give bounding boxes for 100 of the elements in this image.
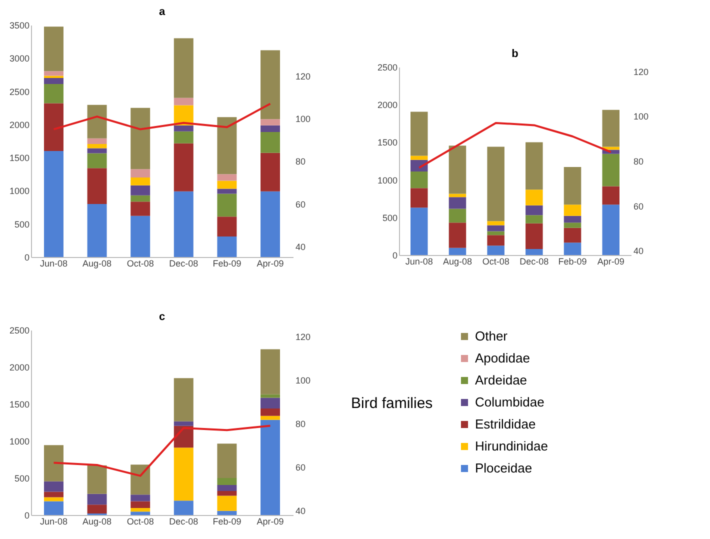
x-tick-label: Jun-08 xyxy=(40,258,68,268)
chart-title: c xyxy=(158,311,166,323)
bar xyxy=(217,216,237,236)
bar xyxy=(260,125,280,132)
bar xyxy=(260,50,280,120)
bar xyxy=(260,132,280,153)
bar xyxy=(448,222,466,248)
x-tick-label: Oct-08 xyxy=(482,256,510,266)
bar xyxy=(174,143,194,192)
bar xyxy=(487,235,504,246)
y2-tick-label: 120 xyxy=(296,332,311,342)
bar xyxy=(44,481,64,492)
bar xyxy=(217,490,237,496)
bar xyxy=(410,156,428,160)
bar xyxy=(174,98,194,106)
bar xyxy=(564,216,582,223)
y2-tick-label: 80 xyxy=(296,419,306,430)
legend-label: Estrildidae xyxy=(475,416,536,432)
legend-title: Bird families xyxy=(351,395,433,412)
y2-tick-label: 100 xyxy=(296,376,311,386)
y-tick-label: 2500 xyxy=(377,62,398,72)
bar xyxy=(217,194,237,217)
bar xyxy=(217,510,237,515)
legend-label: Columbidae xyxy=(475,394,544,410)
bar xyxy=(564,222,582,228)
bar xyxy=(602,186,620,205)
y2-tick-label: 80 xyxy=(296,156,306,167)
bar xyxy=(130,512,150,515)
bar xyxy=(87,104,107,138)
y-tick-label: 0 xyxy=(24,510,30,520)
bar xyxy=(87,153,107,168)
legend-label: Ploceidae xyxy=(475,460,532,476)
y-tick-label: 2500 xyxy=(9,326,30,336)
bar xyxy=(44,76,64,78)
x-tick-label: Apr-09 xyxy=(256,516,284,526)
bar xyxy=(526,205,543,216)
bar xyxy=(217,444,237,478)
bar xyxy=(487,246,504,255)
bar xyxy=(526,142,543,190)
bar xyxy=(260,394,280,398)
bar xyxy=(564,242,582,255)
bar xyxy=(217,236,237,257)
y2-tick-label: 100 xyxy=(634,112,649,122)
bar xyxy=(87,494,107,505)
bar xyxy=(448,194,466,198)
y-tick-label: 2000 xyxy=(9,362,30,372)
bar xyxy=(526,223,543,249)
x-tick-label: Oct-08 xyxy=(126,516,154,526)
bar xyxy=(130,177,150,186)
y-tick-label: 1000 xyxy=(9,436,30,446)
bar xyxy=(87,204,107,257)
bar xyxy=(602,204,620,255)
y2-tick-label: 120 xyxy=(296,72,311,82)
bar xyxy=(174,125,194,132)
y-tick-label: 500 xyxy=(14,219,30,230)
bar xyxy=(174,448,194,501)
y-tick-label: 2000 xyxy=(377,100,398,110)
bar xyxy=(260,398,280,408)
bar xyxy=(260,420,280,515)
bar xyxy=(217,188,237,194)
y2-tick-label: 80 xyxy=(634,156,644,166)
bar xyxy=(526,248,543,255)
y-tick-label: 1500 xyxy=(9,400,30,410)
bar xyxy=(130,185,150,196)
bar xyxy=(174,191,194,257)
y2-tick-label: 60 xyxy=(296,462,306,473)
x-tick-label: Dec-08 xyxy=(520,256,549,266)
x-tick-label: Aug-08 xyxy=(82,516,112,526)
y-tick-label: 1500 xyxy=(9,153,30,164)
line-series xyxy=(418,122,612,169)
y-tick-label: 3500 xyxy=(9,20,30,30)
x-tick-label: Feb-09 xyxy=(558,256,587,266)
bar xyxy=(44,71,64,76)
bar xyxy=(44,492,64,498)
bar xyxy=(130,169,150,178)
bar xyxy=(217,485,237,491)
x-tick-label: Oct-08 xyxy=(126,258,154,268)
y-tick-label: 2000 xyxy=(9,120,30,130)
y-tick-label: 2500 xyxy=(9,86,30,97)
chart-title: b xyxy=(512,48,519,60)
bar xyxy=(130,494,150,502)
bar xyxy=(564,167,582,205)
bar xyxy=(410,112,428,156)
chart-title: a xyxy=(158,6,166,18)
y-tick-label: 1000 xyxy=(9,186,30,196)
x-tick-label: Feb-09 xyxy=(212,258,242,268)
bar xyxy=(260,152,280,192)
bar xyxy=(410,172,428,188)
x-tick-label: Aug-08 xyxy=(442,256,472,266)
bar xyxy=(217,117,237,174)
legend-label: Ardeidae xyxy=(475,372,528,388)
y-tick-label: 1500 xyxy=(377,138,398,148)
x-tick-label: Apr-09 xyxy=(256,258,284,268)
bar xyxy=(174,421,194,426)
bar xyxy=(260,191,280,257)
bar xyxy=(174,378,194,422)
y2-tick-label: 60 xyxy=(296,199,306,210)
bar xyxy=(217,174,237,181)
y-tick-label: 3000 xyxy=(9,54,30,64)
x-tick-label: Apr-09 xyxy=(597,256,624,266)
